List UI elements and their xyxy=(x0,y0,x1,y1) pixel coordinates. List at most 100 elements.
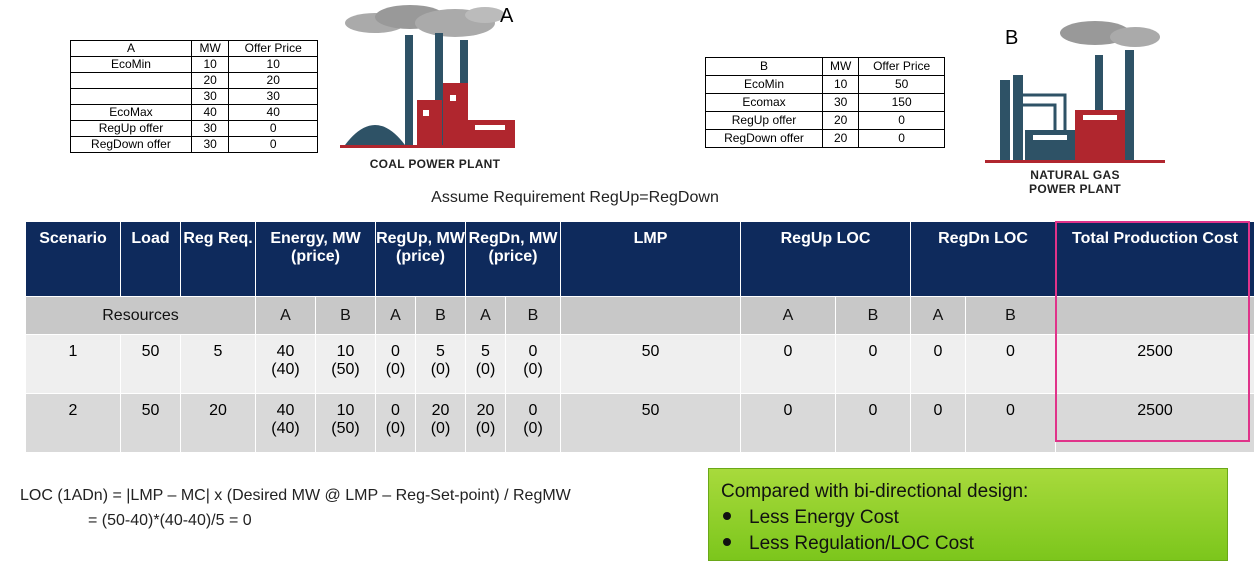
cell: 10 xyxy=(191,57,229,73)
cell-text: 0 xyxy=(741,402,835,420)
cell-text: 40 xyxy=(256,343,315,361)
cell-text: 0 xyxy=(836,402,910,420)
cell: 20 xyxy=(822,130,858,148)
row: 3030 xyxy=(71,89,318,105)
cell: EcoMax xyxy=(71,105,192,121)
header-cell: Energy, MW (price) xyxy=(256,222,376,297)
header-row: AMWOffer Price xyxy=(71,41,318,57)
cell-text: (0) xyxy=(416,361,465,379)
cell-text: (0) xyxy=(466,361,505,379)
formula-line: = (50-40)*(40-40)/5 = 0 xyxy=(88,512,252,530)
cell: 20(0) xyxy=(416,394,466,453)
subheader-cell: A xyxy=(741,297,836,335)
cell: 40 xyxy=(191,105,229,121)
cell: 40(40) xyxy=(256,335,316,394)
cell-text: 0 xyxy=(836,343,910,361)
cell: 50 xyxy=(561,335,741,394)
callout-title: Compared with bi-directional design: xyxy=(721,479,1215,505)
header-cell: Reg Req. xyxy=(181,222,256,297)
cell: 50 xyxy=(561,394,741,453)
bullet: Less Regulation/LOC Cost xyxy=(721,531,1215,557)
bullet: Less Energy Cost xyxy=(721,505,1215,531)
cell: 0 xyxy=(911,394,966,453)
header-cell: RegUp LOC xyxy=(741,222,911,297)
cell-text: 1 xyxy=(26,343,120,361)
cell-text: 20 xyxy=(416,402,465,420)
cell: 0(0) xyxy=(506,335,561,394)
subheader-cell: B xyxy=(966,297,1056,335)
header-cell: RegDn LOC xyxy=(911,222,1056,297)
header-cell: LMP xyxy=(561,222,741,297)
cell-text: 0 xyxy=(966,402,1055,420)
cell-text: 0 xyxy=(741,343,835,361)
row: EcoMin1010 xyxy=(71,57,318,73)
row: RegUp offer300 xyxy=(71,121,318,137)
bullet-text: Less Energy Cost xyxy=(749,507,899,528)
cell-text: 50 xyxy=(121,402,180,420)
cell: 20 xyxy=(181,394,256,453)
row: RegUp offer200 xyxy=(706,112,945,130)
bullet-dot xyxy=(723,538,731,546)
cell: 10 xyxy=(822,76,858,94)
bullet-dot xyxy=(723,512,731,520)
highlight-box xyxy=(1055,221,1250,442)
header-cell: A xyxy=(71,41,192,57)
cell: 30 xyxy=(191,89,229,105)
cell-text: (0) xyxy=(506,420,560,438)
coal-plant-icon xyxy=(335,5,520,155)
cell: 0 xyxy=(836,394,911,453)
cell: 0(0) xyxy=(506,394,561,453)
header-cell: B xyxy=(706,58,823,76)
subheader-cell: A xyxy=(376,297,416,335)
cell: 0 xyxy=(741,394,836,453)
cell-text: 2 xyxy=(26,402,120,420)
cell-text: 5 xyxy=(466,343,505,361)
cell-text: (0) xyxy=(506,361,560,379)
subheader-cell xyxy=(561,297,741,335)
cell xyxy=(71,73,192,89)
header-cell: Offer Price xyxy=(859,58,945,76)
cell-text: 0 xyxy=(506,343,560,361)
cell-text: (0) xyxy=(466,420,505,438)
cell: 2 xyxy=(26,394,121,453)
cell: 0 xyxy=(836,335,911,394)
cell: 0 xyxy=(966,394,1056,453)
cell: 0(0) xyxy=(376,335,416,394)
header-cell: Load xyxy=(121,222,181,297)
cell: 0(0) xyxy=(376,394,416,453)
assumption: Assume Requirement RegUp=RegDown xyxy=(0,189,1150,207)
cell: 0 xyxy=(859,130,945,148)
cell: RegDown offer xyxy=(706,130,823,148)
subheader-cell: B xyxy=(416,297,466,335)
cell: 50 xyxy=(859,76,945,94)
offer-table-a: AMWOffer PriceEcoMin101020203030EcoMax40… xyxy=(70,40,318,153)
cell-text: (50) xyxy=(316,420,375,438)
cell: 10(50) xyxy=(316,335,376,394)
cell: 5(0) xyxy=(466,335,506,394)
cell: EcoMin xyxy=(71,57,192,73)
bullet-text: Less Regulation/LOC Cost xyxy=(749,533,974,554)
cell: 0 xyxy=(229,137,318,153)
cell-text: 5 xyxy=(181,343,255,361)
cell-text: (40) xyxy=(256,420,315,438)
plant-letter: B xyxy=(1005,27,1018,50)
cell: 1 xyxy=(26,335,121,394)
cell-text: 50 xyxy=(561,343,740,361)
cell: 20 xyxy=(822,112,858,130)
subheader-cell: A xyxy=(256,297,316,335)
cell-text: 0 xyxy=(506,402,560,420)
subheader-cell: Resources xyxy=(26,297,256,335)
cell-text: 0 xyxy=(376,402,415,420)
plant-caption: COAL POWER PLANT xyxy=(345,157,525,171)
cell-text: 10 xyxy=(316,402,375,420)
subheader-cell: B xyxy=(836,297,911,335)
header-cell: MW xyxy=(822,58,858,76)
cell: 30 xyxy=(191,137,229,153)
cell: 50 xyxy=(121,394,181,453)
cell: 150 xyxy=(859,94,945,112)
cell-text: 20 xyxy=(181,402,255,420)
subheader-cell: A xyxy=(911,297,966,335)
cell: 40(40) xyxy=(256,394,316,453)
